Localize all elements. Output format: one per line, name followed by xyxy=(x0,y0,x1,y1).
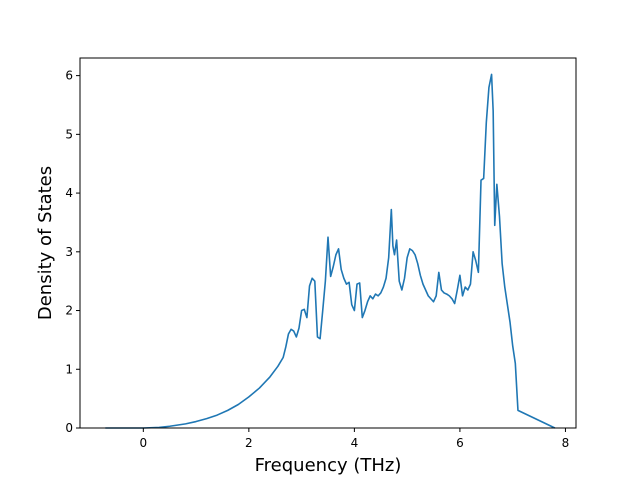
x-tick-label: 0 xyxy=(139,436,147,450)
y-tick-label: 4 xyxy=(65,186,73,200)
series-line-0 xyxy=(105,73,556,429)
y-tick-label: 2 xyxy=(65,304,73,318)
y-axis-label: Density of States xyxy=(35,166,56,320)
plot-area xyxy=(105,73,556,429)
y-tick-label: 3 xyxy=(65,245,73,259)
x-tick-label: 4 xyxy=(351,436,359,450)
y-tick-label: 0 xyxy=(65,421,73,435)
y-tick-label: 1 xyxy=(65,362,73,376)
y-tick-label: 6 xyxy=(65,69,73,83)
x-tick-label: 8 xyxy=(562,436,570,450)
y-tick-label: 5 xyxy=(65,127,73,141)
axes-frame xyxy=(79,57,577,429)
x-axis-label: Frequency (THz) xyxy=(255,455,402,476)
ticks: 0 2 4 6 8 0 1 2 3 4 5 6 xyxy=(65,69,569,450)
x-tick-label: 6 xyxy=(456,436,464,450)
x-tick-label: 2 xyxy=(245,436,253,450)
